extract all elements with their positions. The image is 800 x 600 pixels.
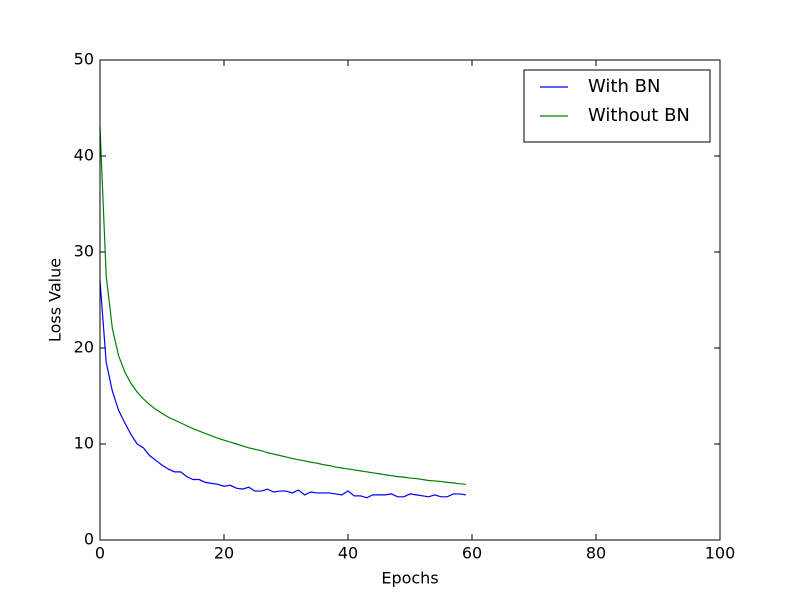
y-tick-label: 40 bbox=[74, 146, 94, 165]
x-tick-label: 60 bbox=[462, 544, 482, 563]
legend-label: With BN bbox=[588, 76, 660, 97]
x-tick-label: 40 bbox=[338, 544, 358, 563]
legend-box bbox=[523, 69, 711, 143]
y-tick-label: 30 bbox=[74, 242, 94, 261]
y-axis-label: Loss Value bbox=[46, 258, 65, 342]
line-series bbox=[99, 280, 466, 499]
x-tick-label: 80 bbox=[586, 544, 606, 563]
legend-label: Without BN bbox=[588, 105, 690, 126]
x-tick-label: 20 bbox=[214, 544, 234, 563]
y-tick-label: 0 bbox=[84, 530, 94, 549]
line-series bbox=[99, 127, 466, 485]
y-tick-label: 50 bbox=[74, 50, 94, 69]
x-tick-label: 0 bbox=[95, 544, 105, 563]
y-tick-label: 10 bbox=[74, 434, 94, 453]
y-tick-label: 20 bbox=[74, 338, 94, 357]
x-axis-label: Epochs bbox=[381, 569, 438, 588]
plot-frame bbox=[99, 59, 721, 541]
x-tick-label: 100 bbox=[705, 544, 736, 563]
